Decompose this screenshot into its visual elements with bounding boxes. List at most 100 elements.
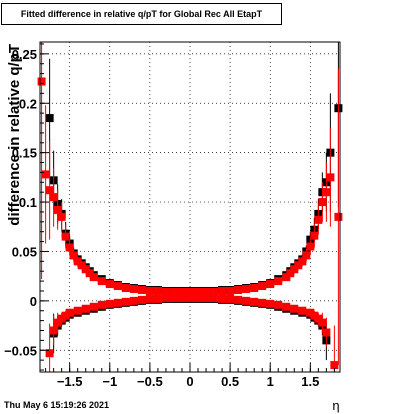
y-tick-label: −0.05 (4, 343, 37, 358)
red-series-upper-marker (294, 261, 303, 270)
red-series-lower-marker (73, 306, 82, 315)
red-series-lower-marker (306, 308, 315, 317)
red-series-upper-marker (113, 282, 122, 291)
red-series-upper-marker (282, 273, 291, 282)
red-series-lower-marker (266, 299, 275, 308)
red-series-upper-marker (37, 77, 46, 86)
red-series-upper-marker (105, 280, 114, 289)
data-points (37, 42, 343, 372)
y-axis-label: difference in relative q/pT (6, 44, 23, 226)
x-tick-label: −0.5 (137, 374, 163, 389)
red-series-lower-marker (89, 302, 98, 311)
red-series-upper-marker (153, 286, 162, 295)
red-series-lower-marker (218, 294, 227, 303)
red-series-upper-marker (137, 285, 146, 294)
red-series-lower-marker (49, 326, 58, 335)
black-series-upper-marker (45, 114, 54, 123)
red-series-lower-marker (65, 308, 74, 317)
red-series-lower-marker (318, 318, 327, 327)
red-series-lower-marker (298, 306, 307, 315)
red-series-upper-marker (85, 269, 94, 278)
red-series-upper-marker (89, 273, 98, 282)
red-series-lower-marker (274, 300, 283, 309)
red-series-lower-marker (113, 298, 122, 307)
red-series-upper-marker (322, 188, 331, 197)
red-series-upper-marker (306, 242, 315, 251)
red-series-upper-marker (226, 286, 235, 295)
red-series-lower-marker (202, 293, 211, 302)
red-series-upper-marker (234, 285, 243, 294)
red-series-lower-marker (97, 300, 106, 309)
red-series-lower-marker (330, 361, 339, 370)
red-series-upper-marker (242, 285, 251, 294)
red-series-lower-marker (290, 304, 299, 313)
red-series-upper-marker (310, 231, 319, 240)
red-series-upper-marker (210, 287, 219, 296)
red-series-lower-marker (145, 294, 154, 303)
red-series-upper-marker (186, 287, 194, 296)
x-tick-label: 0.5 (221, 374, 239, 389)
red-series-upper-marker (97, 277, 106, 286)
red-series-lower-marker (57, 314, 66, 323)
red-series-upper-marker (129, 285, 138, 294)
red-series-upper-marker (61, 232, 70, 241)
red-series-upper-marker (194, 287, 203, 296)
y-tick-label: 0.05 (12, 244, 37, 259)
red-series-upper-marker (326, 173, 335, 182)
red-series-lower-marker (61, 311, 70, 320)
y-tick-label: 0.1 (19, 195, 37, 210)
red-series-lower-marker (282, 302, 291, 311)
x-tick-label: 0 (186, 374, 193, 389)
red-series-lower-marker (322, 328, 331, 337)
red-series-lower-marker (105, 299, 114, 308)
y-tick-label: 0 (30, 294, 37, 309)
red-series-upper-marker (334, 212, 343, 221)
red-series-lower-marker (161, 293, 170, 302)
red-series-upper-marker (250, 284, 259, 293)
red-series-lower-marker (234, 295, 243, 304)
y-tick-label: 0.25 (12, 47, 37, 62)
red-series-upper-marker (53, 205, 62, 214)
red-series-lower-marker (53, 318, 62, 327)
red-series-lower-marker (250, 297, 259, 306)
x-tick-label: 1.5 (301, 374, 319, 389)
red-series-lower-marker (129, 296, 138, 305)
red-series-lower-marker (121, 297, 130, 306)
red-series-upper-marker (202, 287, 211, 296)
red-series-upper-marker (81, 265, 90, 274)
red-series-upper-marker (41, 170, 50, 179)
red-series-upper-marker (57, 212, 66, 221)
grid-lines (40, 42, 340, 372)
red-series-lower-marker (186, 293, 194, 302)
red-series-upper-marker (161, 287, 170, 296)
red-series-upper-marker (266, 280, 275, 289)
x-tick-label: −1.5 (57, 374, 83, 389)
red-series-upper-marker (65, 243, 74, 252)
red-series-lower-marker (169, 293, 178, 302)
red-series-upper-marker (258, 282, 267, 291)
red-series-upper-marker (314, 215, 323, 224)
red-series-lower-marker (310, 311, 319, 320)
red-series-upper-marker (49, 193, 58, 202)
y-tick-label: 0.15 (12, 146, 37, 161)
red-series-upper-marker (274, 277, 283, 286)
red-series-upper-marker (145, 286, 154, 295)
red-series-lower-marker (210, 293, 219, 302)
red-series-upper-marker (77, 261, 86, 270)
red-series-upper-marker (298, 257, 307, 266)
red-series-lower-marker (153, 294, 162, 303)
axis-ticks: −1.5 −1 −0.5 0 0.5 1 1.5 −0.05 0 0.05 0.1 0.15 0.2 0.… (4, 43, 335, 389)
red-series-upper-marker (290, 265, 299, 274)
red-series-upper-marker (218, 286, 227, 295)
red-series-lower-marker (314, 314, 323, 323)
timestamp: Thu May 6 15:19:26 2021 (4, 400, 110, 410)
red-series-lower-marker (242, 296, 251, 305)
red-series-upper-marker (286, 269, 295, 278)
red-series-upper-marker (73, 257, 82, 266)
red-series-lower-marker (81, 304, 90, 313)
red-series-upper-marker (302, 251, 311, 260)
x-tick-label: −1 (102, 374, 117, 389)
red-series-lower-marker (45, 349, 54, 358)
x-tick-label: 1 (267, 374, 274, 389)
